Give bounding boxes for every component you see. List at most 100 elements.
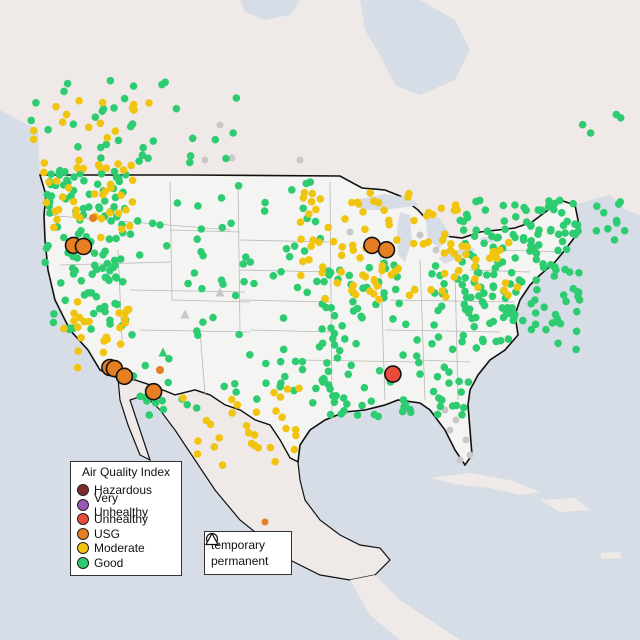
moderate-monitor: [96, 163, 104, 172]
legend-item-very-unhealthy: Very Unhealthy: [77, 491, 175, 519]
good-monitor: [436, 402, 445, 411]
good-monitor: [486, 319, 494, 328]
state-border: [389, 299, 516, 303]
moderate-monitor: [130, 106, 138, 114]
good-monitor: [110, 167, 119, 176]
moderate-monitor: [292, 431, 300, 440]
state-border: [237, 181, 241, 331]
good-monitor: [41, 258, 49, 267]
moderate-monitor: [127, 161, 135, 170]
good-monitor: [433, 372, 442, 381]
moderate-monitor: [70, 309, 78, 318]
good-monitor: [313, 277, 321, 286]
good-monitor: [193, 235, 201, 243]
usg-small-monitor: [156, 366, 164, 374]
good-monitor: [478, 335, 487, 344]
moderate-monitor: [308, 189, 317, 198]
good-monitor: [102, 140, 111, 149]
good-monitor: [406, 405, 415, 414]
good-monitor: [229, 129, 237, 137]
state-border: [384, 329, 501, 333]
good-monitor: [459, 226, 468, 234]
moderate-monitor: [393, 236, 401, 244]
good-monitor: [488, 232, 496, 240]
good-monitor: [415, 358, 423, 367]
good-monitor: [106, 266, 114, 275]
good-monitor: [522, 206, 530, 215]
good-monitor: [324, 367, 333, 376]
moderate-monitor: [278, 413, 286, 422]
moderate-monitor: [329, 237, 338, 246]
moderate-monitor: [409, 239, 418, 248]
good-monitor: [79, 204, 88, 213]
moderate-monitor: [440, 269, 449, 278]
moderate-monitor: [405, 291, 414, 300]
moderate-monitor: [440, 230, 449, 239]
good-monitor: [96, 143, 105, 152]
good-monitor: [311, 217, 320, 226]
state-border: [249, 329, 331, 333]
moderate-monitor: [455, 266, 463, 275]
good-monitor: [460, 300, 469, 309]
moderate-monitor: [106, 180, 115, 189]
moderate-monitor: [291, 426, 300, 434]
good-monitor: [57, 279, 65, 287]
good-monitor: [231, 380, 239, 388]
moderate-monitor: [90, 190, 99, 198]
good-monitor: [440, 363, 449, 372]
good-monitor: [511, 310, 519, 319]
good-monitor: [499, 313, 508, 322]
moderate-monitor: [442, 292, 450, 301]
moderate-monitor: [424, 208, 433, 217]
good-monitor: [341, 335, 349, 343]
moderate-monitor: [75, 156, 83, 165]
moderate-monitor: [70, 317, 78, 325]
good-monitor: [306, 178, 315, 186]
no-data-monitor: [456, 456, 464, 464]
moderate-monitor: [100, 337, 108, 345]
good-monitor: [398, 407, 407, 416]
good-monitor: [116, 255, 125, 263]
moderate-monitor: [305, 255, 313, 264]
moderate-monitor: [128, 198, 137, 206]
good-monitor: [326, 410, 335, 419]
moderate-monitor: [290, 445, 299, 454]
good-monitor: [489, 283, 498, 292]
good-monitor: [532, 255, 541, 264]
moderate-monitor: [233, 401, 242, 409]
good-monitor: [151, 399, 160, 407]
good-monitor: [575, 269, 583, 277]
moderate-monitor: [266, 443, 275, 452]
good-monitor: [555, 196, 564, 205]
moderate-monitor: [96, 119, 105, 128]
moderate-monitor: [438, 287, 447, 295]
moderate-monitor: [375, 295, 383, 304]
hispaniola-land: [540, 498, 590, 512]
good-monitor: [338, 322, 347, 330]
good-monitor: [227, 219, 235, 228]
moderate-monitor: [122, 206, 130, 214]
moderate-monitor: [250, 441, 259, 450]
good-monitor: [285, 252, 294, 261]
good-monitor: [556, 319, 565, 328]
good-monitor: [323, 359, 331, 367]
good-monitor: [380, 289, 388, 297]
moderate-monitor: [472, 255, 480, 264]
canada-land: [0, 0, 640, 238]
good-monitor: [586, 129, 595, 137]
moderate-monitor: [485, 254, 494, 262]
moderate-monitor: [318, 263, 327, 271]
good-monitor: [512, 213, 520, 221]
moderate-monitor: [438, 236, 447, 245]
good-monitor: [347, 361, 356, 370]
moderate-monitor: [370, 197, 378, 205]
good-monitor: [399, 351, 407, 359]
good-monitor: [612, 216, 621, 225]
moderate-monitor: [116, 323, 124, 332]
good-monitor: [101, 247, 109, 256]
moderate-monitor: [75, 313, 84, 322]
moderate-monitor: [338, 243, 347, 251]
good-monitor: [277, 379, 285, 388]
moderate-monitor: [419, 240, 428, 248]
moderate-monitor: [64, 184, 73, 192]
